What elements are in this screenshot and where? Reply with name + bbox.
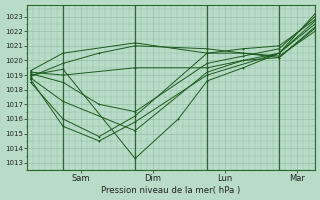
X-axis label: Pression niveau de la mer( hPa ): Pression niveau de la mer( hPa ) — [101, 186, 241, 195]
